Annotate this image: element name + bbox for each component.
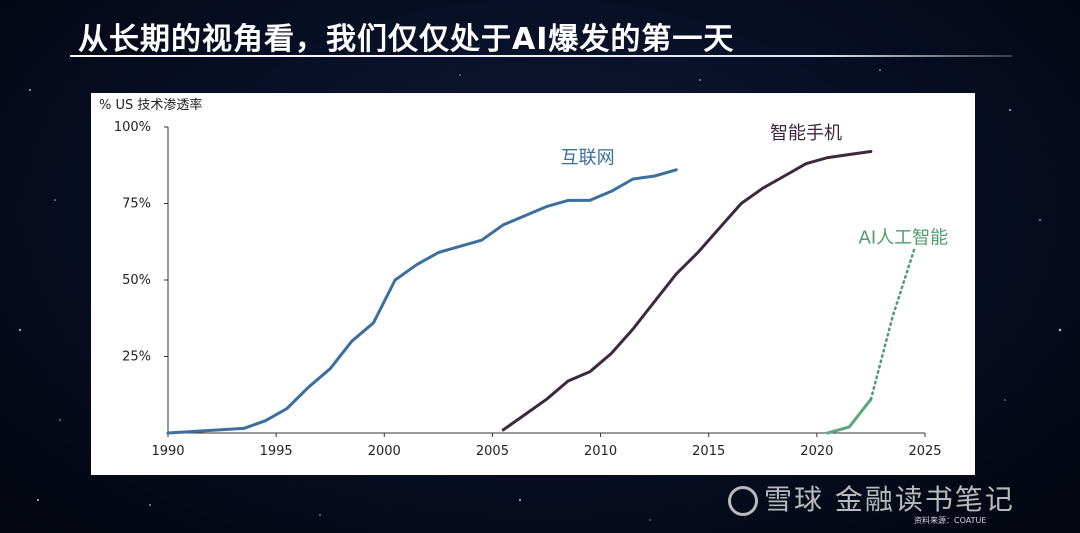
watermark-logo-icon — [728, 486, 758, 516]
y-axis-label: % US 技术渗透率 — [99, 97, 202, 113]
title-underline — [70, 55, 1012, 57]
x-tick-label-2: 2000 — [368, 444, 401, 459]
series-line-3 — [869, 248, 916, 401]
x-tick-label-5: 2015 — [692, 444, 725, 459]
x-tick-label-1: 1995 — [260, 444, 293, 459]
x-tick-label-0: 1990 — [151, 444, 184, 459]
series-label-1: 智能手机 — [770, 123, 842, 144]
series-label-0: 互联网 — [561, 148, 615, 169]
slide-title: 从长期的视角看，我们仅仅处于AI爆发的第一天 — [78, 22, 735, 57]
series-line-2 — [826, 397, 873, 435]
chart-panel: % US 技术渗透率 100% 75% 50% 25% 1990 1995 2000 2005 2… — [91, 93, 975, 475]
series-label-2: AI人工智能 — [859, 227, 949, 248]
x-tick-label-4: 2010 — [584, 444, 617, 459]
watermark-text: 雪球 金融读书笔记 — [764, 483, 1015, 516]
series-line-1 — [501, 150, 873, 432]
penetration-line-chart: % US 技术渗透率 100% 75% 50% 25% 1990 1995 2000 2005 2… — [99, 97, 949, 459]
watermark: 雪球 金融读书笔记 — [728, 478, 1015, 518]
source-note: 资料来源：COATUE — [914, 516, 987, 525]
y-tick-label-0: 100% — [114, 120, 151, 135]
y-tick-label-1: 75% — [122, 197, 151, 212]
x-tick-label-7: 2025 — [908, 444, 941, 459]
y-tick-label-3: 25% — [122, 350, 151, 365]
x-tick-label-6: 2020 — [800, 444, 833, 459]
x-tick-label-3: 2005 — [476, 444, 509, 459]
series-line-0 — [166, 168, 678, 435]
y-tick-label-2: 50% — [122, 273, 151, 288]
